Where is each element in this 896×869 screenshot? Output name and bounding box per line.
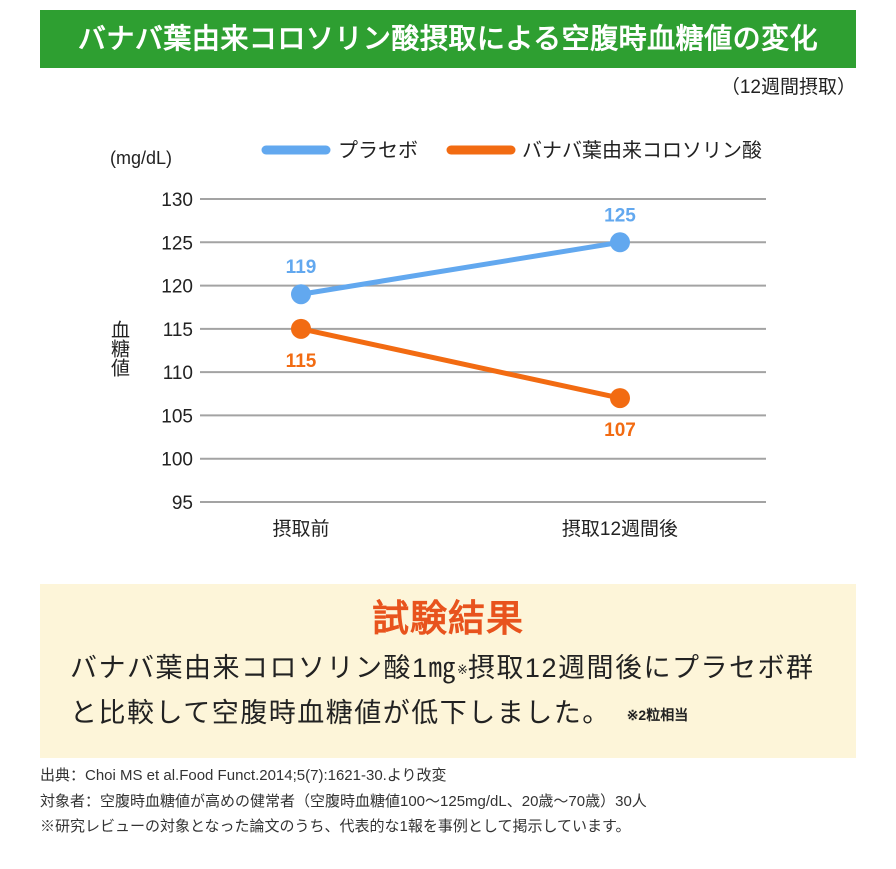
result-line-1: バナバ葉由来コロソリン酸1㎎※摂取12週間後にプラセボ群	[70, 650, 814, 686]
result-line-1-main: バナバ葉由来コロソリン酸1㎎	[70, 653, 458, 683]
result-line-2-text: と比較して空腹時血糖値が低下しました。	[70, 698, 611, 728]
legend-label-placebo: プラセボ	[338, 139, 418, 162]
placebo-point	[291, 284, 311, 305]
x-tick-labels: 摂取前 摂取12週間後	[272, 518, 678, 540]
corosolic-acid-point	[610, 388, 630, 409]
x-tick-label: 摂取12週間後	[562, 518, 678, 540]
y-axis-unit: (mg/dL)	[110, 148, 172, 168]
review-note: ※研究レビューの対象となった論文のうち、代表的な1報を事例として掲示しています。	[40, 818, 631, 835]
corosolic-acid-line	[298, 326, 623, 401]
placebo-line	[298, 239, 623, 297]
source-note: 出典：Choi MS et al.Food Funct.2014;5(7):16…	[40, 767, 447, 784]
result-line-1-rest: 摂取12週間後にプラセボ群	[467, 653, 815, 683]
line-chart: プラセボ バナバ葉由来コロソリン酸 (mg/dL) 13012512011511…	[110, 139, 766, 540]
y-axis-label: 血糖値	[108, 320, 129, 377]
corosolic-acid-point	[291, 318, 311, 339]
placebo-point	[610, 232, 630, 253]
legend-label-corosolic-acid: バナバ葉由来コロソリン酸	[522, 139, 762, 162]
y-tick-label: 95	[172, 493, 193, 514]
subjects-note: 対象者：空腹時血糖値が高めの健常者（空腹時血糖値100〜125mg/dL、20歳…	[40, 792, 647, 810]
footnote-mark: ※	[457, 662, 468, 677]
series: 119 125 115 107	[286, 205, 637, 441]
y-tick-label: 100	[161, 450, 193, 471]
dose-note: ※2粒相当	[626, 707, 689, 723]
result-heading: 試験結果	[372, 598, 524, 639]
y-tick-label: 120	[161, 277, 193, 298]
placebo-data-label: 119	[286, 257, 317, 278]
y-tick-label: 105	[161, 406, 193, 427]
footnotes: 出典：Choi MS et al.Food Funct.2014;5(7):16…	[40, 763, 647, 840]
x-tick-label: 摂取前	[272, 518, 329, 540]
y-tick-label: 125	[161, 233, 193, 254]
corosolic-acid-data-label: 107	[604, 420, 636, 441]
result-line-2: と比較して空腹時血糖値が低下しました。 ※2粒相当	[70, 695, 688, 735]
y-tick-label: 110	[163, 363, 193, 384]
y-tick-label: 130	[161, 190, 193, 211]
corosolic-acid-data-label: 115	[286, 351, 317, 372]
y-tick-label: 115	[163, 320, 193, 341]
legend: プラセボ バナバ葉由来コロソリン酸	[261, 139, 762, 162]
y-tick-labels: 130 125 120 115 110 105 100 95	[161, 190, 193, 514]
chart-title: バナバ葉由来コロソリン酸摂取による空腹時血糖値の変化	[40, 10, 856, 68]
chart-subtitle: （12週間摂取）	[720, 77, 856, 98]
placebo-data-label: 125	[604, 205, 636, 226]
result-box: 試験結果 バナバ葉由来コロソリン酸1㎎※摂取12週間後にプラセボ群 と比較して空…	[40, 584, 856, 758]
